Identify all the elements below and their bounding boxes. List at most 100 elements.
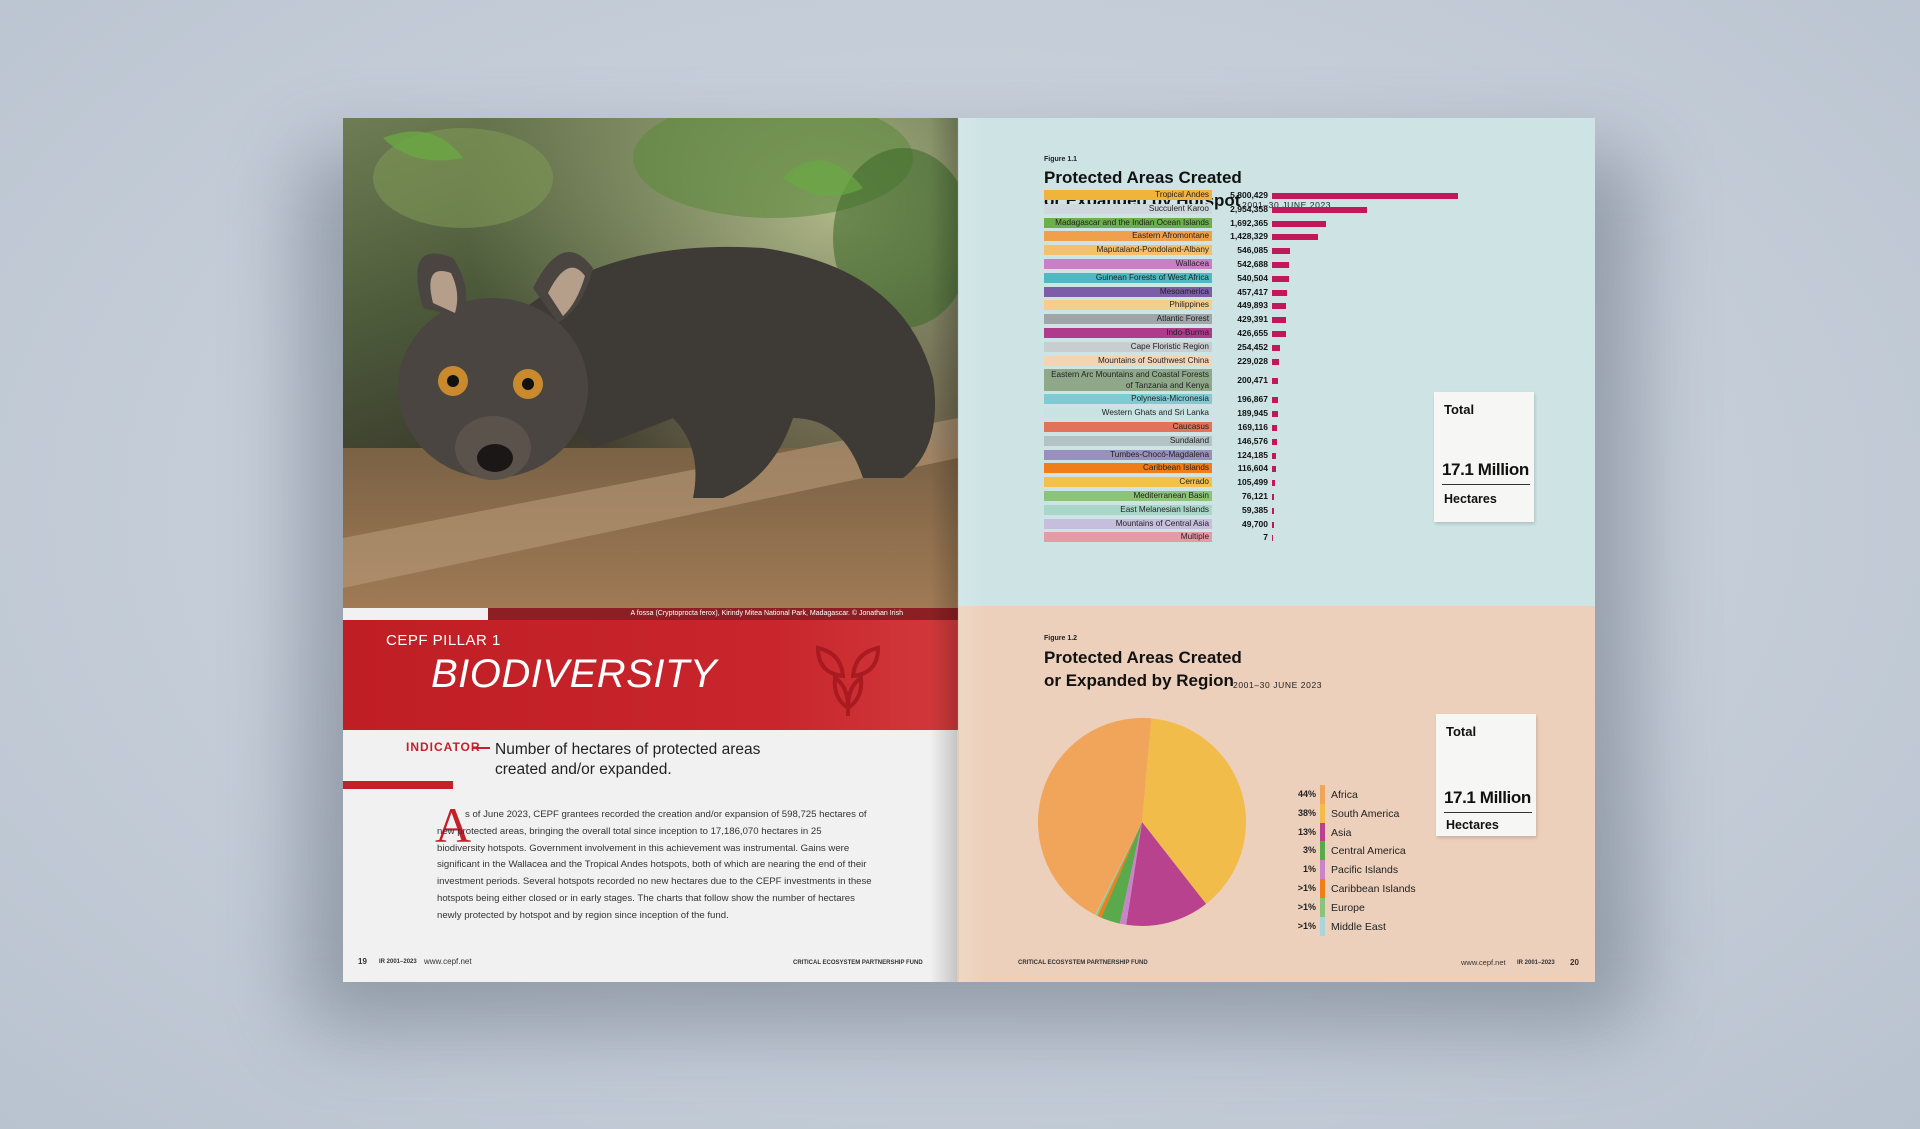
fossa-photo (343, 118, 958, 608)
legend-swatch (1320, 916, 1325, 936)
total-card-2: Total 17.1 Million Hectares (1436, 714, 1536, 836)
hotspot-bar (1272, 317, 1286, 324)
photo-caption: A fossa (Cryptoprocta ferox), Kirindy Mi… (488, 608, 958, 620)
hotspot-label: Cape Floristic Region (1044, 341, 1212, 352)
figure-2-title-line2: or Expanded by Region (1044, 671, 1234, 690)
website-right: www.cepf.net (1461, 958, 1506, 967)
legend-percent: >1% (1297, 901, 1316, 912)
website-left: www.cepf.net (424, 957, 472, 966)
hotspot-label: Philippines (1044, 300, 1212, 311)
hotspot-label: Mediterranean Basin (1044, 491, 1212, 501)
pie-slice-caribbean-islands (1097, 822, 1142, 918)
hotspot-bar (1272, 535, 1274, 542)
hotspot-bar (1272, 248, 1290, 255)
legend-label: Asia (1331, 826, 1352, 839)
legend-percent: >1% (1297, 920, 1316, 931)
hotspot-value: 189,945 (1237, 408, 1268, 419)
hotspot-label: Guinean Forests of West Africa (1044, 272, 1212, 283)
hotspot-value: 449,893 (1237, 300, 1268, 311)
hotspot-label: Maputaland-Pondoland-Albany (1044, 245, 1212, 256)
pie-slice-middle-east (1095, 822, 1142, 916)
hotspot-value: 254,452 (1237, 341, 1268, 352)
hotspot-value: 1,692,365 (1230, 217, 1268, 228)
hotspot-bar (1272, 289, 1287, 296)
page-number-right: 20 (1570, 958, 1579, 967)
hotspot-label: East Melanesian Islands (1044, 504, 1212, 515)
hotspot-value: 7 (1263, 532, 1268, 543)
hotspot-value: 124,185 (1237, 449, 1268, 460)
legend-percent: 38% (1297, 807, 1316, 818)
hotspot-value: 546,085 (1237, 245, 1268, 256)
hotspot-label: Polynesia-Micronesia (1044, 394, 1212, 405)
legend-label: Central America (1331, 845, 1406, 858)
pillar-title: BIODIVERSITY (431, 652, 718, 696)
pillar-label: CEPF PILLAR 1 (386, 632, 501, 649)
indicator-label: INDICATOR (406, 740, 481, 754)
hotspot-bar (1272, 378, 1279, 385)
hotspot-value: 59,385 (1242, 504, 1268, 515)
indicator-bar (343, 781, 453, 789)
hotspot-value: 200,471 (1237, 375, 1268, 386)
hotspot-value: 105,499 (1237, 477, 1268, 488)
legend-percent: 3% (1302, 845, 1316, 856)
legend-label: South America (1331, 807, 1400, 820)
legend-swatch (1320, 879, 1325, 898)
hotspot-bar (1272, 438, 1277, 445)
figure-2-label: Figure 1.2 (1044, 635, 1078, 642)
legend-label: Africa (1331, 789, 1358, 801)
hotspot-bar (1272, 452, 1276, 459)
hotspot-bar (1272, 425, 1278, 431)
hotspot-value: 229,028 (1237, 355, 1268, 366)
hotspot-value: 542,688 (1237, 259, 1268, 269)
hotspot-bar (1272, 344, 1281, 351)
hotspot-label: Tumbes-Chocó-Magdalena (1044, 449, 1212, 460)
pie-slice-central-america (1101, 822, 1142, 924)
hotspot-bar (1272, 466, 1276, 473)
hotspot-bar (1272, 411, 1279, 418)
hotspot-label: Sundaland (1044, 435, 1212, 446)
hotspot-label: Mountains of Southwest China (1044, 355, 1212, 366)
hotspot-label: Indo-Burma (1044, 328, 1212, 338)
total-unit: Hectares (1444, 492, 1497, 506)
hotspot-value: 5,800,429 (1230, 190, 1268, 200)
page-number-left: 19 (358, 957, 367, 966)
hotspot-value: 457,417 (1237, 286, 1268, 297)
hotspot-bar (1272, 331, 1286, 337)
hotspot-label: Succulent Karoo (1044, 203, 1212, 214)
pie-slice-africa (1038, 718, 1152, 915)
total-unit: Hectares (1446, 818, 1499, 832)
hotspot-label: Caucasus (1044, 422, 1212, 432)
figure-1-label: Figure 1.1 (1044, 156, 1078, 163)
hotspot-label: Madagascar and the Indian Ocean Islands (1044, 217, 1212, 228)
hotspot-label: Multiple (1044, 532, 1212, 543)
indicator-text: Number of hectares of protected areas cr… (495, 741, 761, 778)
legend-label: Caribbean Islands (1331, 883, 1416, 895)
org-name-left: CRITICAL ECOSYSTEM PARTNERSHIP FUND (793, 960, 923, 966)
left-page: A fossa (Cryptoprocta ferox), Kirindy Mi… (343, 118, 958, 982)
hotspot-bar (1272, 220, 1327, 227)
hotspot-value: 540,504 (1237, 272, 1268, 283)
total-value: 17.1 Million (1442, 460, 1529, 479)
indicator-dash (472, 747, 490, 749)
hotspot-bar (1272, 234, 1318, 241)
legend-swatch (1320, 785, 1325, 804)
total-rule (1444, 812, 1532, 813)
total-label: Total (1444, 402, 1475, 417)
hotspot-bar (1272, 206, 1367, 213)
legend-swatch (1320, 897, 1325, 917)
legend-label: Pacific Islands (1331, 864, 1399, 877)
hotspot-value: 49,700 (1242, 518, 1268, 529)
figure-1-date: 2001–30 JUNE 2023 (1242, 200, 1332, 210)
legend-percent: 1% (1302, 864, 1316, 875)
hotspot-label: Mountains of Central Asia (1044, 518, 1212, 529)
hotspot-value: 116,604 (1237, 463, 1268, 474)
hotspot-label: Mesoamerica (1044, 286, 1212, 297)
hotspot-label: Wallacea (1044, 259, 1212, 269)
legend-percent: >1% (1297, 883, 1316, 893)
legend-swatch (1320, 860, 1325, 880)
figure-1-title-line1: Protected Areas Created (1044, 168, 1242, 187)
hotspot-value: 196,867 (1237, 394, 1268, 405)
leaf-emblem-icon (815, 645, 881, 716)
pie-slice-asia (1126, 822, 1207, 926)
hotspot-bar (1272, 193, 1458, 199)
